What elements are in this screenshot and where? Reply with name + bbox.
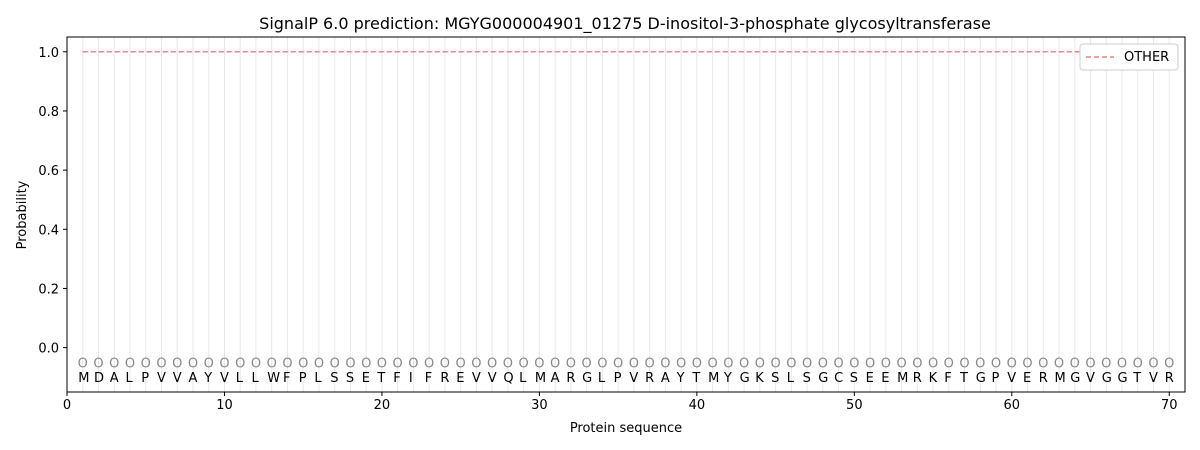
residue-state-marker: O (408, 356, 418, 371)
residue-state-marker: O (298, 356, 308, 371)
residue-state-marker: O (503, 356, 513, 371)
residue-state-marker: O (1164, 356, 1174, 371)
residue-state-marker: O (676, 356, 686, 371)
residue-state-marker: O (770, 356, 780, 371)
residue-state-marker: O (330, 356, 340, 371)
residue-state-marker: O (487, 356, 497, 371)
residue-state-marker: O (456, 356, 466, 371)
y-tick-label: 0.6 (38, 164, 59, 179)
x-tick-label: 0 (63, 398, 71, 413)
residue-state-marker: O (424, 356, 434, 371)
residue-state-marker: O (235, 356, 245, 371)
residue-state-marker: O (219, 356, 229, 371)
residue-state-marker: O (550, 356, 560, 371)
residue-state-marker: O (393, 356, 403, 371)
residue-state-marker: O (1085, 356, 1095, 371)
residue-state-marker: O (928, 356, 938, 371)
residue-state-marker: O (267, 356, 277, 371)
residue-state-marker: O (471, 356, 481, 371)
residue-state-marker: O (896, 356, 906, 371)
x-tick-label: 70 (1161, 398, 1178, 413)
y-axis-label: Probability (15, 180, 30, 249)
residue-state-marker: O (944, 356, 954, 371)
residue-state-marker: O (912, 356, 922, 371)
residue-state-marker: O (440, 356, 450, 371)
residue-state-marker: O (597, 356, 607, 371)
residue-state-marker: O (991, 356, 1001, 371)
x-tick-label: 20 (374, 398, 391, 413)
residue-state-marker: O (519, 356, 529, 371)
residue-state-marker: O (1054, 356, 1064, 371)
residue-state-marker: O (660, 356, 670, 371)
residue-state-marker: O (865, 356, 875, 371)
y-tick-label: 1.0 (38, 46, 59, 61)
y-tick-label: 0.4 (38, 223, 59, 238)
residue-state-marker: O (723, 356, 733, 371)
residue-state-marker: O (78, 356, 88, 371)
residue-state-marker: O (93, 356, 103, 371)
legend-other-label: OTHER (1124, 50, 1169, 65)
residue-sequence: MDALPVVAYVLLWFPLSSETFIFREVVQLMARGLPVRAYT… (78, 371, 1174, 386)
residue-state-marker: O (141, 356, 151, 371)
residue-state-marker: O (975, 356, 985, 371)
residue-state-marker: O (833, 356, 843, 371)
residue-state-marker: O (109, 356, 119, 371)
residue-state-marker: O (345, 356, 355, 371)
residue-state-marker: O (251, 356, 261, 371)
chart-title: SignalP 6.0 prediction: MGYG000004901_01… (259, 14, 991, 34)
residue-state-marker: O (629, 356, 639, 371)
residue-state-marker: O (314, 356, 324, 371)
residue-state-marker: O (959, 356, 969, 371)
residue-state-marker: O (692, 356, 702, 371)
legend: OTHER (1079, 43, 1179, 71)
residue-state-marker: O (849, 356, 859, 371)
residue-state-marker: O (1070, 356, 1080, 371)
residue-state-marker: O (1007, 356, 1017, 371)
residue-state-marker: O (377, 356, 387, 371)
residue-state-marker: O (534, 356, 544, 371)
residue-state-marker: O (188, 356, 198, 371)
residue-state-marker: O (786, 356, 796, 371)
residue-state-marker: O (1038, 356, 1048, 371)
residue-state-marker: O (566, 356, 576, 371)
residue-state-marker: O (172, 356, 182, 371)
residue-state-marker: O (1133, 356, 1143, 371)
plot-frame (66, 36, 1186, 393)
residue-state-marker: O (818, 356, 828, 371)
y-tick-label: 0.0 (38, 342, 59, 357)
residue-state-marker: O (282, 356, 292, 371)
residue-state-marker: O (204, 356, 214, 371)
residue-state-marker: O (755, 356, 765, 371)
y-tick-label: 0.2 (38, 282, 59, 297)
x-tick-label: 50 (846, 398, 863, 413)
y-tick-label: 0.8 (38, 105, 59, 120)
x-tick-label: 30 (531, 398, 548, 413)
residue-state-marker: O (582, 356, 592, 371)
residue-state-marker: O (802, 356, 812, 371)
x-tick-label: 10 (216, 398, 233, 413)
x-tick-label: 60 (1004, 398, 1021, 413)
residue-state-marker: O (881, 356, 891, 371)
residue-state-marker: O (156, 356, 166, 371)
residue-state-marker: O (645, 356, 655, 371)
x-tick-label: 40 (689, 398, 706, 413)
residue-state-marker: O (1117, 356, 1127, 371)
x-axis-label: Protein sequence (570, 421, 682, 436)
residue-state-marker: O (1022, 356, 1032, 371)
residue-state-marker: O (1148, 356, 1158, 371)
residue-state-marker: O (739, 356, 749, 371)
residue-state-marker: O (707, 356, 717, 371)
residue-state-marker: O (613, 356, 623, 371)
residue-state-marker: O (361, 356, 371, 371)
residue-state-marker: O (1101, 356, 1111, 371)
residue-state-marker: O (125, 356, 135, 371)
